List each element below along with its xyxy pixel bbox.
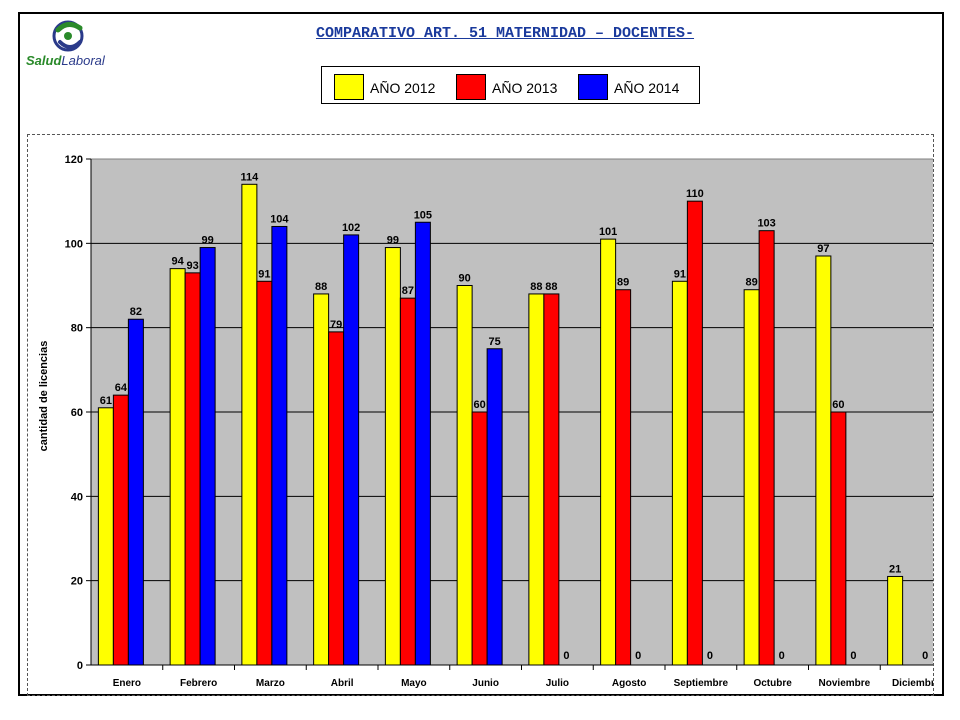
data-label: 75	[489, 336, 501, 348]
bar	[328, 331, 345, 666]
bar	[414, 221, 431, 666]
bar	[758, 230, 775, 666]
bar	[384, 247, 401, 666]
legend-swatch-2014	[578, 74, 608, 100]
data-label: 103	[757, 218, 775, 230]
data-label: 101	[599, 226, 617, 238]
logo-text-a: Salud	[26, 53, 62, 68]
chart-title-wrap: COMPARATIVO ART. 51 MATERNIDAD – DOCENTE…	[0, 25, 960, 42]
data-label: 82	[130, 306, 142, 318]
data-label: 91	[258, 268, 270, 280]
bar	[199, 247, 216, 666]
bar	[615, 289, 632, 666]
chart-title: COMPARATIVO ART. 51 MATERNIDAD – DOCENTE…	[315, 25, 695, 42]
data-label: 89	[617, 277, 629, 289]
x-tick-label: Octubre	[753, 678, 792, 689]
x-tick-label: Mayo	[401, 678, 427, 689]
bar	[256, 280, 273, 666]
data-label: 0	[850, 650, 856, 662]
data-label: 99	[387, 235, 399, 247]
data-label: 0	[779, 650, 785, 662]
salud-laboral-logo	[22, 18, 122, 70]
x-tick-label: Julio	[546, 678, 569, 689]
x-tick-label: Junio	[472, 678, 499, 689]
data-label: 88	[545, 281, 557, 293]
data-label: 60	[474, 399, 486, 411]
bar	[686, 200, 703, 666]
x-tick-label: Marzo	[256, 678, 285, 689]
y-tick-label: 100	[65, 238, 83, 250]
data-label: 0	[635, 650, 641, 662]
bar	[313, 293, 330, 666]
data-label: 93	[187, 260, 199, 272]
legend-label-2012: AÑO 2012	[370, 80, 436, 96]
bar	[456, 285, 473, 666]
y-tick-label: 80	[71, 323, 83, 335]
data-label: 99	[202, 235, 214, 247]
x-tick-label: Abril	[331, 678, 354, 689]
chart-legend: AÑO 2012 AÑO 2013 AÑO 2014	[321, 66, 700, 104]
data-label: 97	[817, 243, 829, 255]
bar	[887, 575, 904, 666]
data-label: 0	[563, 650, 569, 662]
x-tick-label: Agosto	[612, 678, 646, 689]
bar	[169, 268, 186, 666]
data-label: 89	[746, 277, 758, 289]
legend-label-2014: AÑO 2014	[614, 80, 680, 96]
bar	[815, 255, 832, 666]
data-label: 91	[674, 268, 686, 280]
data-label: 110	[686, 188, 704, 200]
data-label: 64	[115, 382, 128, 394]
data-label: 88	[315, 281, 327, 293]
bar	[127, 318, 144, 666]
x-tick-label: Febrero	[180, 678, 217, 689]
bar	[471, 411, 488, 666]
bar	[600, 238, 617, 666]
data-label: 21	[889, 563, 901, 575]
data-label: 104	[270, 213, 289, 225]
x-tick-label: Diciembre	[892, 678, 933, 689]
data-label: 94	[172, 256, 185, 268]
bar	[241, 183, 258, 666]
data-label: 61	[100, 395, 112, 407]
bar	[399, 297, 416, 666]
logo-text-b: Laboral	[61, 53, 105, 68]
bar	[486, 348, 503, 666]
y-tick-label: 20	[71, 576, 83, 588]
data-label: 90	[459, 273, 471, 285]
y-tick-label: 60	[71, 407, 83, 419]
y-tick-label: 120	[65, 154, 83, 166]
data-label: 105	[414, 209, 432, 221]
data-label: 0	[922, 650, 928, 662]
bar	[343, 234, 360, 666]
data-label: 0	[707, 650, 713, 662]
bar	[271, 225, 288, 666]
data-label: 88	[530, 281, 542, 293]
bar	[528, 293, 545, 666]
data-label: 87	[402, 285, 414, 297]
bar	[97, 407, 114, 666]
legend-swatch-2013	[456, 74, 486, 100]
y-tick-label: 40	[71, 491, 83, 503]
x-tick-label: Septiembre	[674, 678, 729, 689]
logo-text: SaludLaboral	[26, 53, 105, 68]
legend-swatch-2012	[334, 74, 364, 100]
bar	[830, 411, 847, 666]
x-tick-label: Noviembre	[819, 678, 871, 689]
bar	[112, 394, 129, 666]
bar	[671, 280, 688, 666]
bar	[184, 272, 201, 666]
data-label: 102	[342, 222, 360, 234]
y-axis-label: cantidad de licencias	[38, 341, 50, 452]
x-tick-label: Enero	[113, 678, 141, 689]
bar	[543, 293, 560, 666]
bar	[743, 289, 760, 666]
bar-chart: 0 20 40 60 80 100 120 cantidad de licencias Ener…	[38, 154, 933, 689]
y-tick-label: 0	[77, 660, 83, 672]
data-label: 79	[330, 319, 342, 331]
data-label: 60	[832, 399, 844, 411]
chart-container: 0 20 40 60 80 100 120 cantidad de licencias Ener…	[27, 134, 934, 696]
legend-label-2013: AÑO 2013	[492, 80, 558, 96]
data-label: 114	[241, 171, 260, 183]
